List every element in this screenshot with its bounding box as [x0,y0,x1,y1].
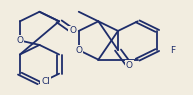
Text: O: O [69,26,76,35]
Text: Cl: Cl [41,77,50,86]
Text: O: O [126,61,133,70]
Text: O: O [16,36,23,45]
Text: F: F [171,46,176,55]
Text: O: O [75,46,82,55]
